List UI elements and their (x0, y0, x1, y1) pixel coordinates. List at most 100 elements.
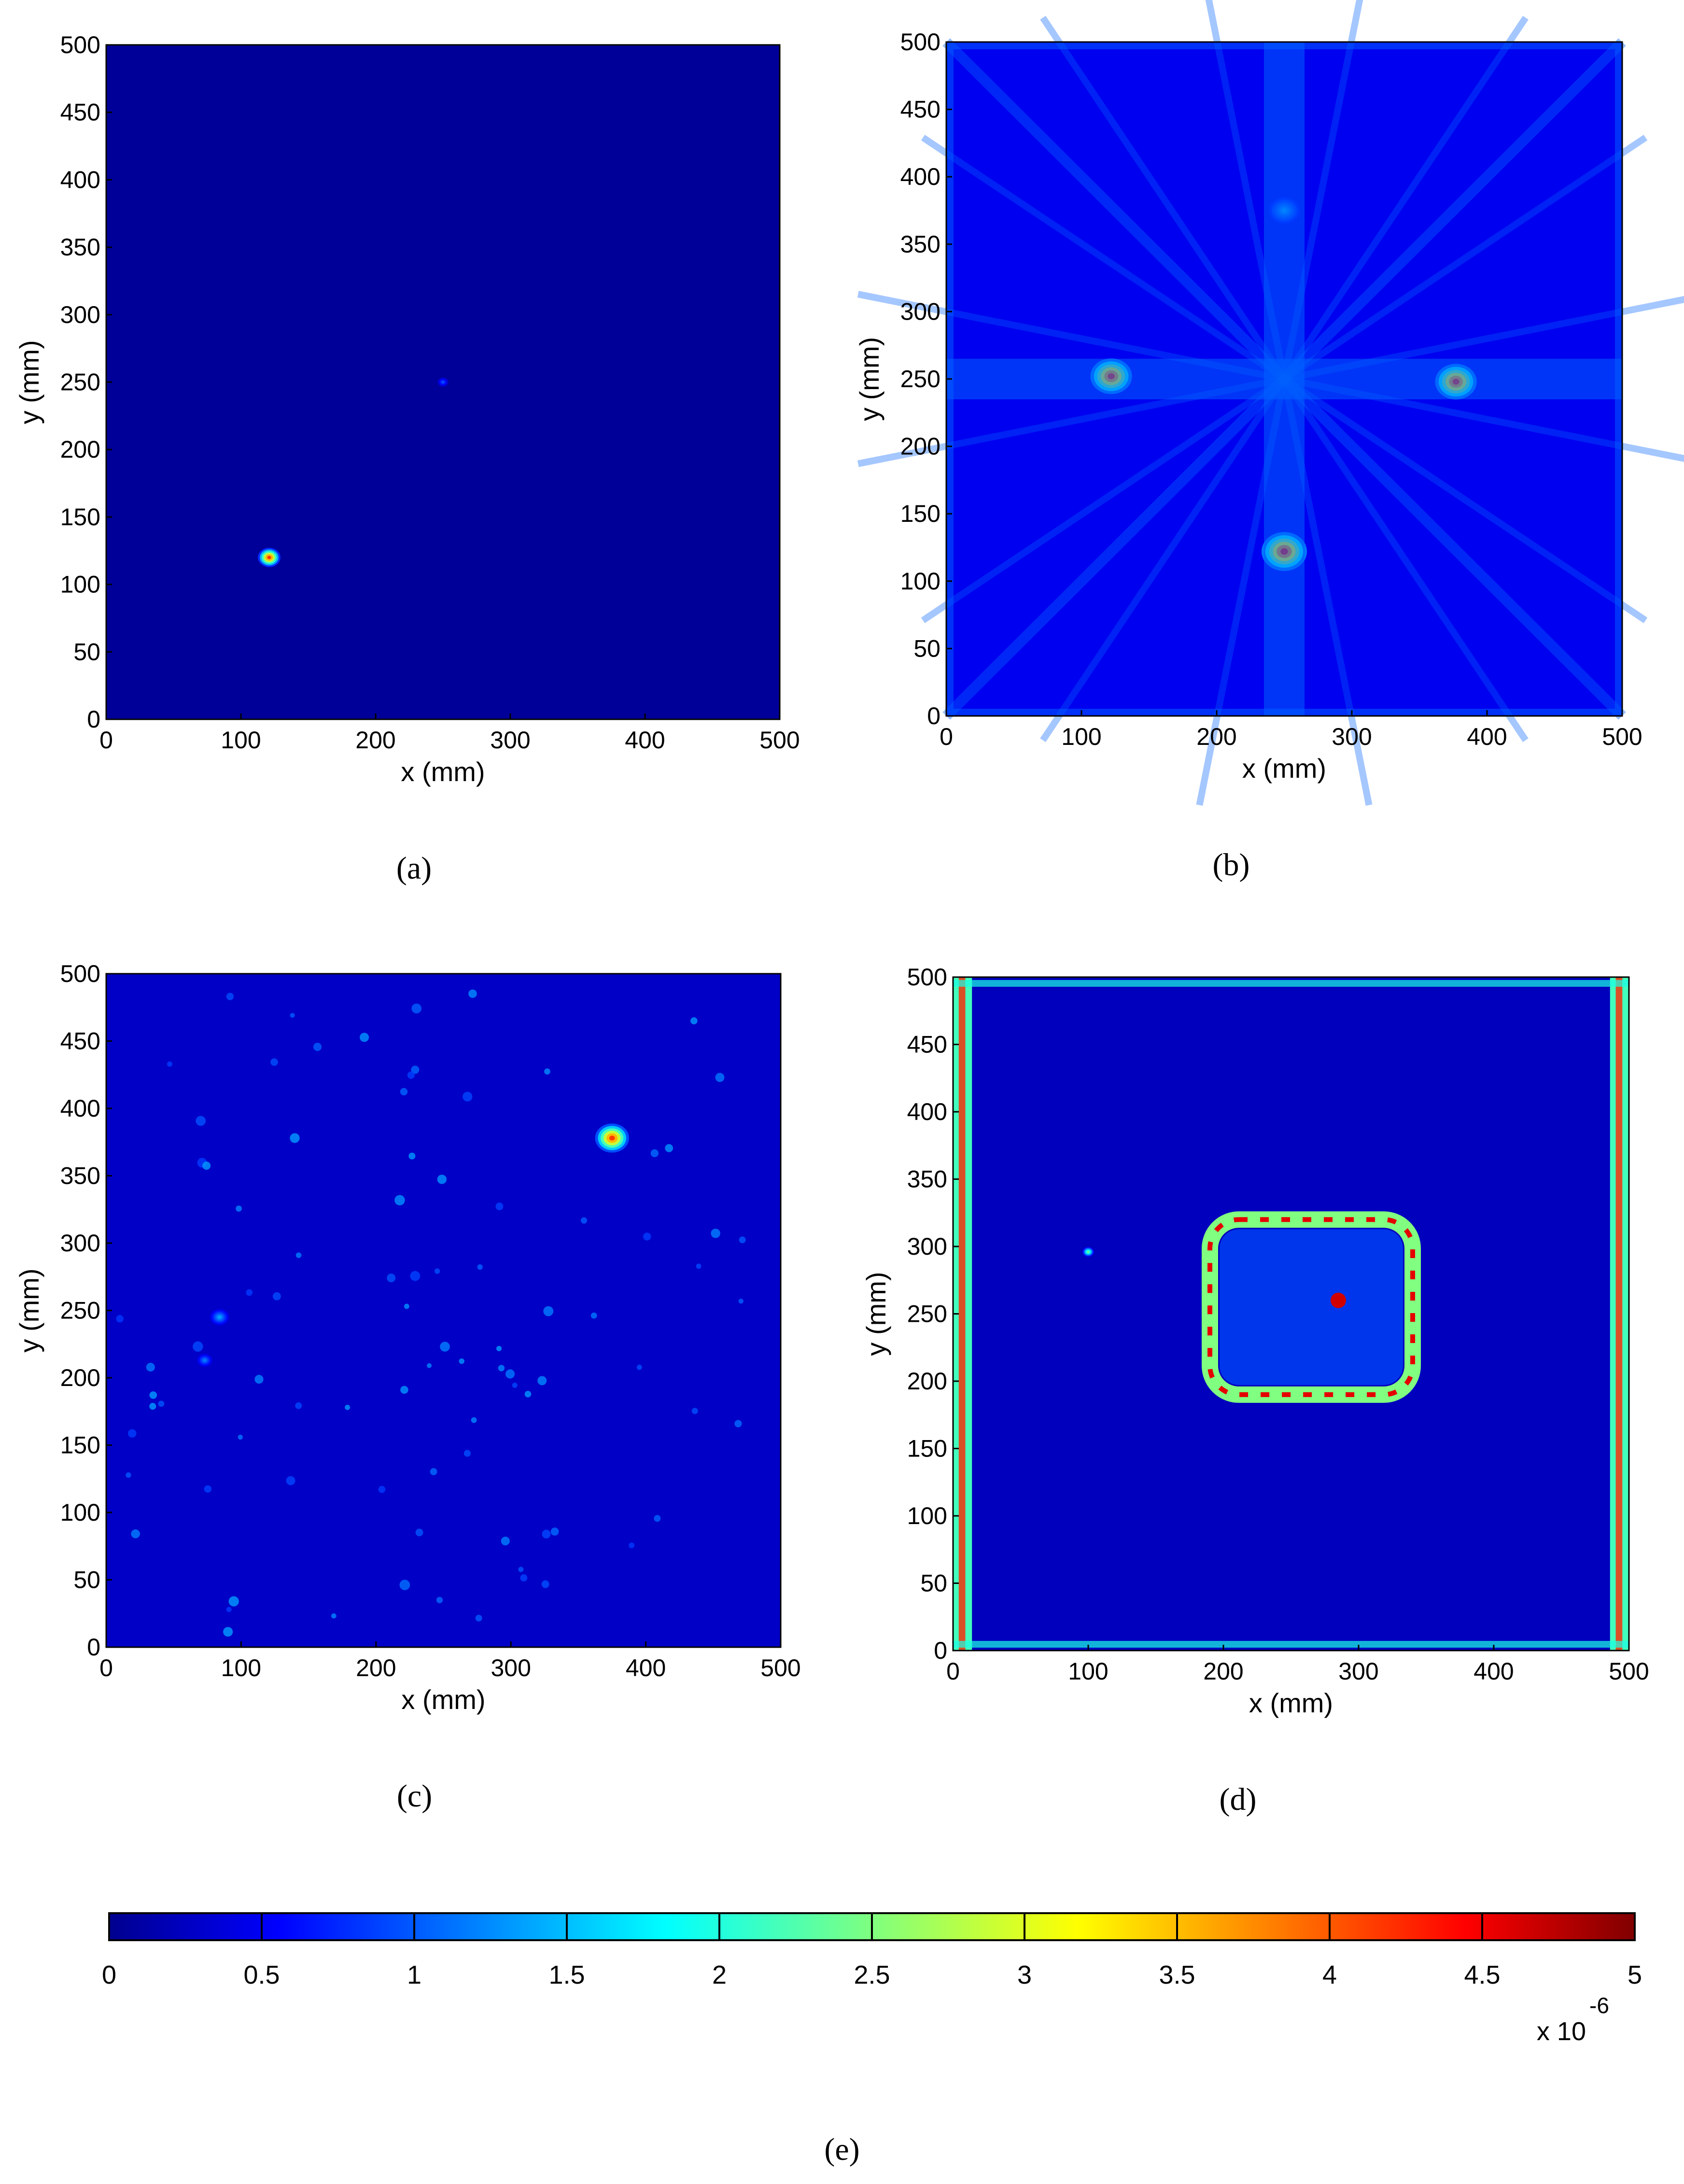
y-tick-label: 350 (900, 231, 940, 258)
colorbar-multiplier: x 10 (1537, 2017, 1586, 2046)
speckle (128, 1429, 137, 1438)
speckle (463, 1092, 473, 1102)
speckle (116, 1315, 124, 1323)
axes-c: 0 100 200 300 400 500 0 50 100 150 200 250 300 350 400… (60, 960, 801, 1681)
speckle (650, 1149, 659, 1157)
speckle (524, 1390, 532, 1398)
speckle (407, 1071, 415, 1079)
speckle (411, 1003, 422, 1014)
x-tick-label: 100 (221, 727, 261, 754)
heatmap-b (857, 0, 1684, 806)
heatmap-background (106, 974, 781, 1647)
x-tick-label: 400 (625, 727, 665, 754)
streak-ray (857, 376, 1285, 467)
speckle (665, 1144, 674, 1152)
x-tick-label: 300 (491, 1654, 531, 1681)
speckle (739, 1236, 746, 1244)
colorbar-tick-label: 0.5 (243, 1960, 280, 1989)
y-axis-label-c: y (mm) (14, 1268, 44, 1352)
panel-label-a: (a) (396, 851, 432, 886)
y-tick-label: 100 (60, 571, 100, 598)
x-tick-label: 400 (1467, 723, 1507, 750)
x-tick-label: 500 (760, 1654, 800, 1681)
speckle (471, 1417, 477, 1423)
speckle (273, 1292, 281, 1301)
x-tick-label: 100 (1068, 1658, 1108, 1685)
y-tick-label: 300 (60, 301, 100, 328)
speckle (580, 1217, 588, 1224)
speckle (400, 1088, 408, 1095)
streak-ray (1196, 378, 1288, 806)
speckle (690, 1017, 698, 1024)
y-tick-label: 200 (60, 436, 100, 463)
y-tick-label: 350 (60, 234, 100, 261)
speckle (711, 1229, 720, 1238)
hotspot (609, 1135, 615, 1141)
speckle (146, 1362, 155, 1372)
streak-diagonal (942, 38, 1626, 720)
y-tick-label: 250 (60, 1297, 100, 1324)
panel-label-d: (d) (1220, 1782, 1257, 1817)
speckle (295, 1252, 302, 1258)
speckle (158, 1400, 165, 1407)
speckle (544, 1068, 550, 1075)
y-axis-label-a: y (mm) (14, 340, 44, 424)
speckle (550, 1527, 559, 1536)
streak-diagonal (942, 38, 1626, 720)
speckle (437, 1175, 447, 1184)
y-tick-label: 0 (927, 702, 940, 729)
edge-band (953, 1641, 1629, 1648)
speckle (691, 1408, 698, 1414)
y-tick-label: 200 (60, 1364, 100, 1391)
x-tick-label: 100 (1061, 723, 1101, 750)
speckle (636, 1364, 642, 1370)
colorbar-tick-label: 3 (1017, 1960, 1032, 1989)
defect-interior (1220, 1229, 1403, 1385)
y-tick-label: 100 (60, 1499, 100, 1526)
speckle (654, 1515, 661, 1522)
streak-ray (1282, 376, 1648, 623)
y-tick-label: 300 (60, 1230, 100, 1257)
y-axis-label-d: y (mm) (861, 1272, 891, 1356)
streak-ray (1282, 135, 1648, 382)
speckle (226, 993, 234, 1000)
edge-band (953, 980, 1629, 987)
x-tick-label: 400 (1474, 1658, 1514, 1685)
y-tick-label: 200 (900, 433, 940, 460)
speckle (518, 1567, 524, 1572)
panel-c: 0 100 200 300 400 500 0 50 100 150 200 250 300 350 400… (14, 960, 801, 1814)
x-tick-label: 200 (355, 727, 395, 754)
y-tick-label: 150 (60, 1432, 100, 1459)
x-axis-label-b: x (mm) (1242, 753, 1326, 784)
y-tick-label: 450 (60, 99, 100, 126)
hotspot (442, 381, 444, 383)
x-tick-label: 200 (1196, 723, 1236, 750)
hotspot (267, 556, 271, 560)
speckle (290, 1133, 300, 1143)
speckle (415, 1528, 423, 1537)
y-tick-label: 300 (900, 298, 940, 325)
y-tick-label: 350 (60, 1162, 100, 1190)
speckle (459, 1358, 464, 1364)
speckle (126, 1472, 131, 1478)
speckle (204, 1485, 212, 1493)
speckle (543, 1306, 554, 1316)
x-tick-label: 100 (221, 1654, 261, 1681)
speckle (715, 1073, 725, 1082)
speckle (542, 1529, 551, 1539)
x-tick-label: 0 (940, 723, 953, 750)
colorbar-tick-label: 4.5 (1464, 1960, 1500, 1989)
axes-a: 0 100 200 300 400 500 0 50 100 150 200 250 300 350 400… (60, 31, 800, 754)
speckle (360, 1033, 369, 1042)
speckle (520, 1574, 528, 1582)
streak-band (946, 359, 1622, 400)
colorbar-ticks: 0 0.5 1 1.5 2 2.5 3 3.5 4 4.5 5 (102, 1913, 1642, 1989)
x-tick-label: 300 (1338, 1658, 1378, 1685)
x-axis-label-c: x (mm) (401, 1684, 485, 1715)
speckle (496, 1345, 502, 1351)
speckle (498, 1365, 505, 1372)
y-tick-label: 100 (900, 568, 940, 595)
speckle (254, 1374, 264, 1384)
speckle (629, 1542, 635, 1549)
